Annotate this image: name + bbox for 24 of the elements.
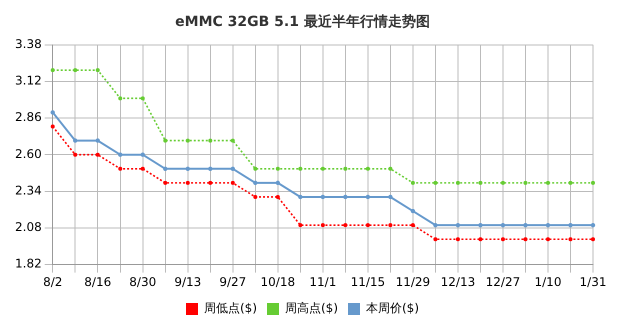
y-tick-label: 3.38: [15, 36, 42, 51]
x-tick-label: 10/18: [260, 274, 296, 289]
x-tick-label: 8/2: [43, 274, 62, 289]
x-tick-label: 8/30: [129, 274, 156, 289]
chart-title: eMMC 32GB 5.1 最近半年行情走势图: [175, 13, 430, 30]
y-tick-label: 2.08: [15, 220, 42, 234]
x-tick-label: 11/1: [309, 274, 336, 289]
x-tick-label: 9/27: [219, 274, 246, 289]
x-tick-label: 1/31: [580, 274, 606, 289]
x-tick-label: 11/15: [350, 274, 386, 289]
x-tick-label: 12/27: [486, 274, 520, 289]
y-tick-label: 2.86: [15, 110, 42, 124]
y-tick-label: 2.34: [15, 183, 42, 198]
y-tick-label: 2.60: [15, 146, 42, 161]
legend-label: 周低点($): [204, 301, 258, 316]
x-tick-label: 12/13: [440, 274, 476, 289]
legend-label: 周高点($): [285, 301, 338, 316]
x-tick-label: 8/16: [84, 274, 112, 289]
legend-label: 本周价($): [366, 301, 419, 316]
x-tick-label: 1/10: [534, 274, 562, 289]
y-tick-label: 3.12: [15, 74, 42, 88]
x-tick-label: 11/29: [396, 274, 430, 289]
x-tick-label: 9/13: [174, 274, 202, 289]
y-tick-label: 1.82: [15, 256, 42, 271]
